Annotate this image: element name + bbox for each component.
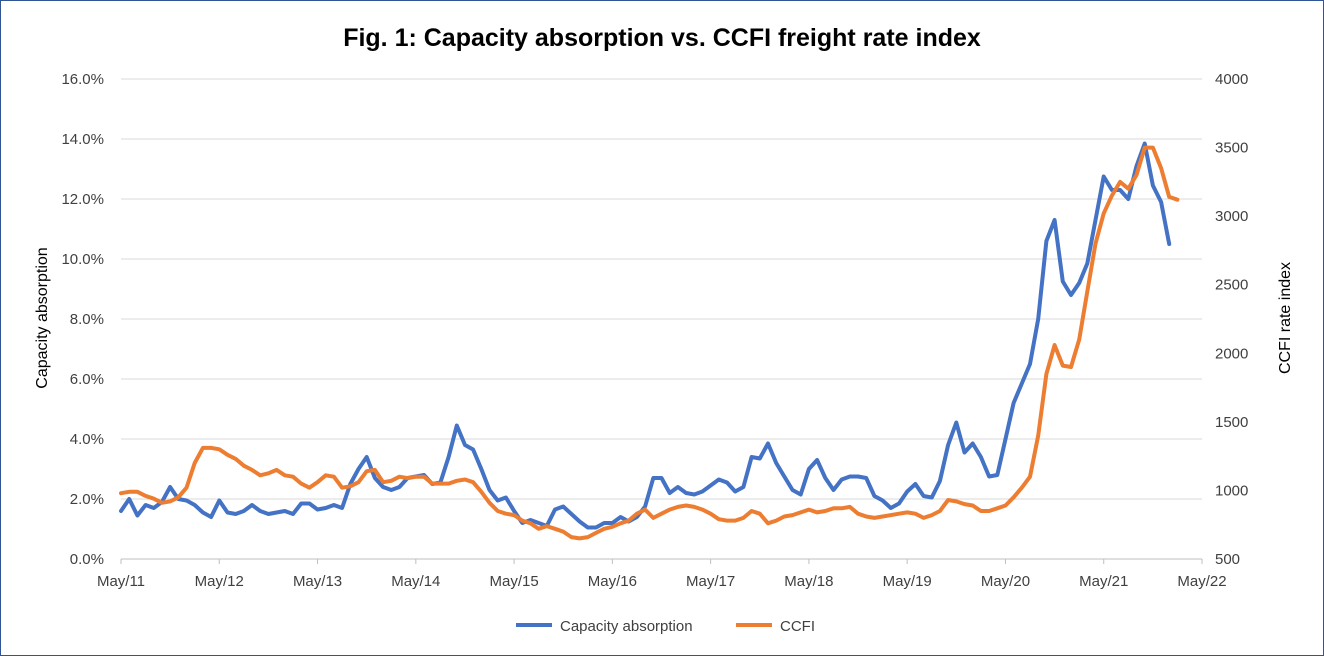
- x-tick-label: May/21: [1079, 573, 1128, 590]
- left-tick-label: 2.0%: [70, 491, 104, 508]
- x-tick-label: May/22: [1177, 573, 1226, 590]
- right-tick-label: 500: [1215, 551, 1240, 568]
- left-tick-label: 10.0%: [61, 251, 104, 268]
- right-tick-label: 3500: [1215, 140, 1248, 157]
- left-tick-label: 14.0%: [61, 131, 104, 148]
- left-tick-label: 4.0%: [70, 431, 104, 448]
- legend-label-capacity: Capacity absorption: [560, 618, 693, 635]
- left-axis-ticks: 0.0% 2.0% 4.0% 6.0% 8.0% 10.0% 12.0% 14.0% 16.0%: [61, 71, 104, 568]
- x-tick-label: May/15: [489, 573, 538, 590]
- right-tick-label: 3000: [1215, 208, 1248, 225]
- x-tick-label: May/12: [195, 573, 244, 590]
- legend-label-ccfi: CCFI: [780, 618, 815, 635]
- left-tick-label: 0.0%: [70, 551, 104, 568]
- right-axis-label: CCFI rate index: [1277, 262, 1294, 374]
- x-tick-label: May/14: [391, 573, 440, 590]
- ccfi-line: [119, 145, 1180, 541]
- gridlines: [121, 78, 1202, 500]
- legend: Capacity absorption CCFI: [516, 618, 815, 635]
- series-lines: [119, 141, 1180, 541]
- right-axis-ticks: 500 1000 1500 2000 2500 3000 3500 4000: [1215, 71, 1248, 568]
- right-tick-label: 2500: [1215, 277, 1248, 294]
- right-tick-label: 2000: [1215, 345, 1248, 362]
- x-tick-label: May/17: [686, 573, 735, 590]
- right-tick-label: 1000: [1215, 482, 1248, 499]
- x-tick-label: May/18: [784, 573, 833, 590]
- x-axis: May/11 May/12 May/13 May/14 May/15 May/16 May/…: [97, 558, 1227, 590]
- x-tick-label: May/19: [883, 573, 932, 590]
- chart-title: Fig. 1: Capacity absorption vs. CCFI fre…: [343, 24, 981, 52]
- left-tick-label: 16.0%: [61, 71, 104, 88]
- capacity-absorption-line: [119, 141, 1172, 530]
- x-tick-label: May/20: [981, 573, 1030, 590]
- left-axis-label: Capacity absorption: [34, 247, 51, 388]
- x-tick-label: May/13: [293, 573, 342, 590]
- right-tick-label: 4000: [1215, 71, 1248, 88]
- left-tick-label: 12.0%: [61, 191, 104, 208]
- x-tick-label: May/16: [588, 573, 637, 590]
- left-tick-label: 6.0%: [70, 371, 104, 388]
- right-tick-label: 1500: [1215, 414, 1248, 431]
- left-tick-label: 8.0%: [70, 311, 104, 328]
- x-tick-label: May/11: [97, 573, 145, 590]
